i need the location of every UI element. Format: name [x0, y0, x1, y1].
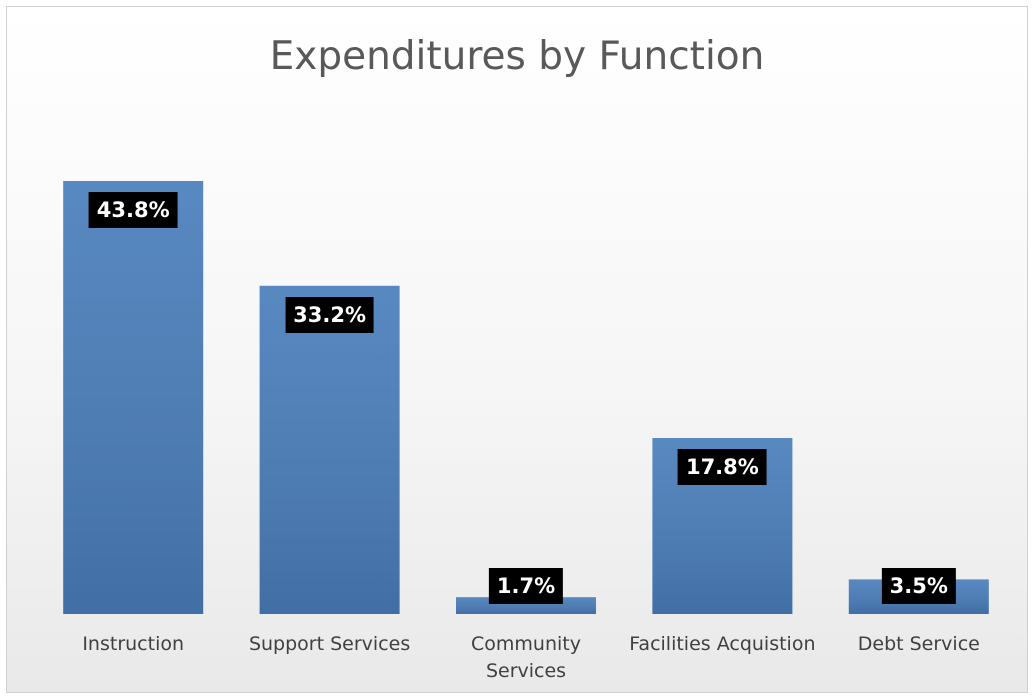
x-tick-label: Community Services: [471, 633, 581, 682]
data-label: 3.5%: [881, 568, 956, 604]
data-label: 17.8%: [677, 449, 767, 486]
data-label: 1.7%: [488, 568, 564, 604]
data-label: 43.8%: [88, 192, 178, 228]
chart-title: Expenditures by Function: [269, 34, 765, 79]
x-tick-label: Facilities Acquistion: [629, 633, 816, 655]
x-tick-label: Instruction: [82, 633, 185, 655]
x-tick-label: Debt Service: [857, 633, 980, 655]
x-tick-label: Support Services: [248, 633, 411, 655]
bar-shade: [63, 181, 204, 614]
data-label: 33.2%: [285, 296, 375, 333]
bar-shade: [259, 285, 400, 614]
